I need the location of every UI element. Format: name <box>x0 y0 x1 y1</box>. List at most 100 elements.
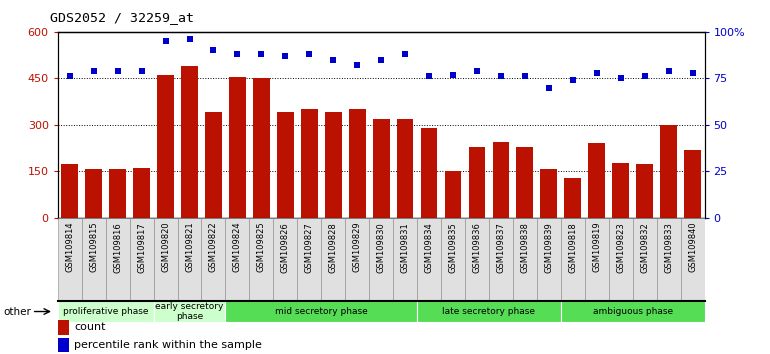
Text: GSM109816: GSM109816 <box>113 222 122 273</box>
Point <box>543 85 555 91</box>
Bar <box>153 218 178 301</box>
Bar <box>205 113 222 218</box>
Bar <box>202 218 226 301</box>
Point <box>231 51 243 57</box>
Text: GSM109814: GSM109814 <box>65 222 74 273</box>
Bar <box>105 218 129 301</box>
Bar <box>226 218 249 301</box>
Bar <box>321 218 345 301</box>
Bar <box>373 119 390 218</box>
Bar <box>517 147 534 218</box>
Text: other: other <box>4 307 32 316</box>
Point <box>614 75 627 81</box>
Text: ambiguous phase: ambiguous phase <box>593 307 673 316</box>
Point <box>159 38 172 44</box>
Point <box>375 57 387 63</box>
Bar <box>612 162 629 218</box>
Point <box>470 68 483 74</box>
Text: GSM109836: GSM109836 <box>473 222 481 273</box>
Point <box>255 51 267 57</box>
Point <box>183 36 196 42</box>
Text: late secretory phase: late secretory phase <box>443 307 535 316</box>
Bar <box>129 218 153 301</box>
Bar <box>633 218 657 301</box>
Text: count: count <box>74 322 105 332</box>
Point <box>136 68 148 74</box>
Bar <box>561 218 584 301</box>
Bar <box>249 218 273 301</box>
Text: GSM109817: GSM109817 <box>137 222 146 273</box>
Point <box>519 74 531 79</box>
Text: GSM109818: GSM109818 <box>568 222 578 273</box>
Bar <box>564 178 581 218</box>
Text: GSM109835: GSM109835 <box>448 222 457 273</box>
Text: percentile rank within the sample: percentile rank within the sample <box>74 340 262 350</box>
Bar <box>444 171 461 218</box>
Point <box>351 62 363 68</box>
Bar <box>58 301 153 322</box>
Bar <box>345 218 369 301</box>
Bar <box>609 218 633 301</box>
Point <box>399 51 411 57</box>
Bar <box>133 167 150 218</box>
Bar <box>253 78 270 218</box>
Text: proliferative phase: proliferative phase <box>63 307 149 316</box>
Bar <box>157 75 174 218</box>
Text: GSM109838: GSM109838 <box>521 222 530 273</box>
Bar <box>58 338 69 352</box>
Text: GSM109824: GSM109824 <box>233 222 242 273</box>
Text: GSM109833: GSM109833 <box>664 222 673 273</box>
Bar <box>397 119 413 218</box>
Bar <box>369 218 393 301</box>
Bar <box>229 77 246 218</box>
Text: GSM109828: GSM109828 <box>329 222 338 273</box>
Point <box>112 68 124 74</box>
Text: GSM109837: GSM109837 <box>497 222 505 273</box>
Point <box>303 51 316 57</box>
Text: GSM109820: GSM109820 <box>161 222 170 273</box>
Bar <box>537 218 561 301</box>
Point <box>423 74 435 79</box>
Bar <box>349 109 366 218</box>
Bar <box>82 218 105 301</box>
Bar <box>465 218 489 301</box>
Point <box>495 74 507 79</box>
Text: GSM109819: GSM109819 <box>592 222 601 273</box>
Bar <box>489 218 513 301</box>
Point <box>662 68 675 74</box>
Bar <box>441 218 465 301</box>
Bar <box>325 113 342 218</box>
Bar <box>513 218 537 301</box>
Bar <box>417 218 441 301</box>
Text: early secretory
phase: early secretory phase <box>156 302 224 321</box>
Point <box>447 72 459 78</box>
Bar <box>493 142 509 218</box>
Bar <box>178 218 202 301</box>
Bar <box>584 218 609 301</box>
Text: GSM109827: GSM109827 <box>305 222 314 273</box>
Text: GSM109829: GSM109829 <box>353 222 362 273</box>
Text: GSM109826: GSM109826 <box>281 222 290 273</box>
Bar <box>393 218 417 301</box>
Text: GSM109839: GSM109839 <box>544 222 554 273</box>
Point <box>567 78 579 83</box>
Text: GSM109822: GSM109822 <box>209 222 218 273</box>
Bar <box>58 218 82 301</box>
Bar <box>277 113 293 218</box>
Bar <box>541 169 557 218</box>
Text: GSM109825: GSM109825 <box>257 222 266 273</box>
Bar <box>657 218 681 301</box>
Bar <box>561 301 705 322</box>
Point <box>638 74 651 79</box>
Bar <box>62 164 78 218</box>
Bar <box>153 301 226 322</box>
Text: GSM109821: GSM109821 <box>185 222 194 273</box>
Point <box>591 70 603 76</box>
Point <box>207 47 219 53</box>
Text: GSM109834: GSM109834 <box>424 222 434 273</box>
Text: GSM109823: GSM109823 <box>616 222 625 273</box>
Point <box>686 70 698 76</box>
Point <box>280 53 292 59</box>
Point <box>327 57 340 63</box>
Bar <box>85 169 102 218</box>
